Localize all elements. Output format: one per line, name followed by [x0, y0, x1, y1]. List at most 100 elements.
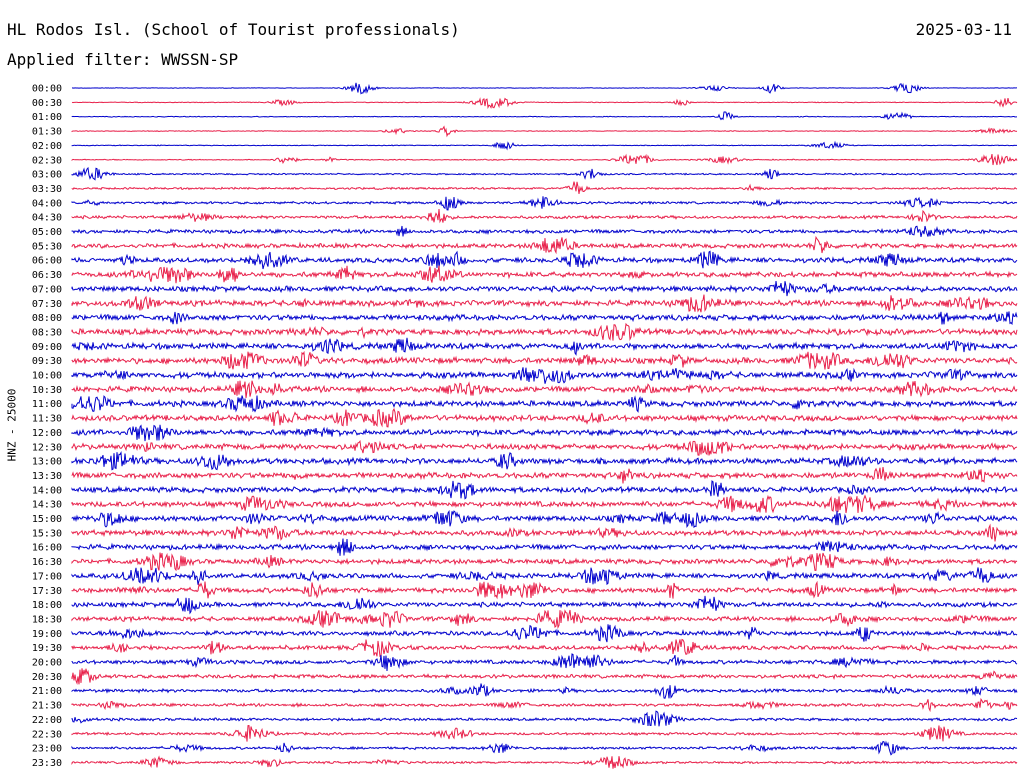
trace-row: [71, 595, 1018, 615]
trace-row: [71, 638, 1018, 658]
trace-row: [71, 439, 1018, 456]
trace-row: [71, 724, 1018, 742]
filter-label: Applied filter: WWSSN-SP: [7, 50, 239, 69]
time-label: 05:30: [32, 241, 62, 252]
trace-row: [71, 494, 1018, 514]
trace-row: [71, 567, 1018, 586]
trace-row: [71, 407, 1018, 428]
trace-row: [71, 467, 1018, 484]
trace-row: [71, 196, 1018, 211]
time-label: 08:30: [32, 327, 62, 338]
trace-row: [71, 538, 1018, 556]
time-label: 18:00: [32, 600, 62, 611]
trace-row: [71, 209, 1018, 224]
trace-row: [71, 668, 1018, 685]
time-label: 02:30: [32, 155, 62, 166]
time-label: 01:30: [32, 127, 62, 138]
time-label: 08:00: [32, 313, 62, 324]
time-label: 13:30: [32, 471, 62, 482]
trace-row: [71, 395, 1018, 413]
time-label: 06:00: [32, 256, 62, 267]
time-label: 01:00: [32, 112, 62, 123]
time-label: 06:30: [32, 270, 62, 281]
trace-row: [71, 125, 1018, 138]
time-label: 15:00: [32, 514, 62, 525]
trace-row: [71, 624, 1018, 643]
time-label: 17:00: [32, 571, 62, 582]
trace-row: [71, 311, 1018, 326]
time-label: 10:30: [32, 385, 62, 396]
time-label: 04:00: [32, 198, 62, 209]
trace-row: [71, 235, 1018, 255]
trace-row: [71, 181, 1018, 194]
time-label: 23:00: [32, 744, 62, 755]
time-label: 11:00: [32, 399, 62, 410]
time-label: 10:00: [32, 371, 62, 382]
traces-group: [71, 82, 1018, 769]
trace-row: [71, 523, 1018, 542]
trace-row: [71, 580, 1018, 600]
trace-row: [71, 350, 1018, 370]
time-label: 16:30: [32, 557, 62, 568]
trace-row: [71, 710, 1018, 727]
trace-row: [71, 653, 1018, 672]
trace-row: [71, 609, 1018, 630]
trace-row: [71, 153, 1018, 166]
trace-row: [71, 225, 1018, 238]
time-label: 03:30: [32, 184, 62, 195]
time-label: 23:30: [32, 758, 62, 769]
time-label: 14:00: [32, 485, 62, 496]
time-label: 20:30: [32, 672, 62, 683]
time-label: 13:00: [32, 457, 62, 468]
trace-row: [71, 552, 1018, 572]
time-label: 05:00: [32, 227, 62, 238]
time-label: 21:30: [32, 701, 62, 712]
time-label: 07:00: [32, 284, 62, 295]
trace-row: [71, 367, 1018, 384]
trace-row: [71, 294, 1018, 313]
trace-row: [71, 322, 1018, 342]
time-label: 17:30: [32, 586, 62, 597]
time-label: 12:30: [32, 442, 62, 453]
time-labels-group: 00:00 00:30 01:00 01:30 02:00 02:30 03:00 03:30…: [32, 84, 62, 769]
trace-row: [71, 755, 1018, 769]
time-label: 22:30: [32, 729, 62, 740]
time-label: 22:00: [32, 715, 62, 726]
trace-row: [71, 480, 1018, 500]
date-label: 2025-03-11: [915, 20, 1012, 39]
trace-row: [71, 97, 1018, 110]
time-label: 00:00: [32, 84, 62, 95]
time-label: 20:00: [32, 658, 62, 669]
trace-row: [71, 697, 1018, 713]
trace-row: [71, 111, 1017, 121]
time-label: 18:30: [32, 614, 62, 625]
trace-row: [71, 140, 1017, 151]
time-label: 19:00: [32, 629, 62, 640]
station-title: HL Rodos Isl. (School of Tourist profess…: [7, 20, 460, 39]
trace-row: [71, 740, 1018, 756]
trace-row: [71, 380, 1018, 399]
trace-row: [71, 450, 1018, 471]
time-label: 03:00: [32, 170, 62, 181]
time-label: 12:00: [32, 428, 62, 439]
time-label: 02:00: [32, 141, 62, 152]
trace-row: [71, 683, 1018, 699]
trace-row: [71, 337, 1018, 356]
time-label: 07:30: [32, 299, 62, 310]
trace-row: [71, 424, 1018, 442]
time-label: 09:00: [32, 342, 62, 353]
time-label: 16:00: [32, 543, 62, 554]
trace-row: [71, 82, 1017, 95]
trace-row: [71, 265, 1018, 284]
trace-row: [71, 166, 1018, 181]
time-label: 15:30: [32, 528, 62, 539]
time-label: 00:30: [32, 98, 62, 109]
time-label: 19:30: [32, 643, 62, 654]
time-label: 11:30: [32, 414, 62, 425]
trace-row: [71, 250, 1018, 270]
time-label: 14:30: [32, 500, 62, 511]
time-label: 21:00: [32, 686, 62, 697]
time-label: 09:30: [32, 356, 62, 367]
trace-row: [71, 281, 1018, 297]
